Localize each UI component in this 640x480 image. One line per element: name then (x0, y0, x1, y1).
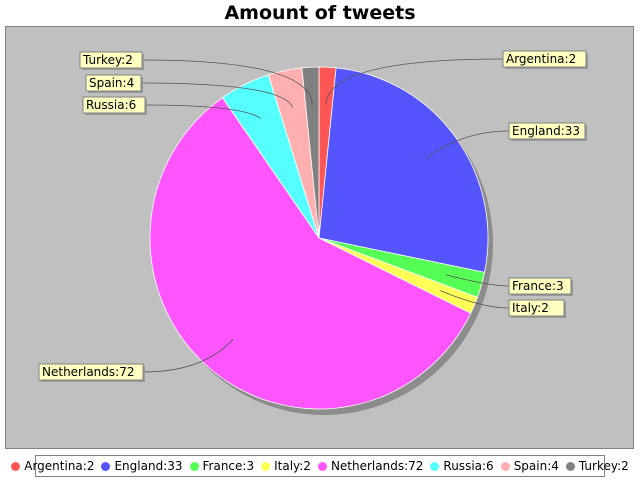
leader-line-russia (144, 104, 262, 119)
slice-label-england: England:33 (508, 122, 587, 141)
legend-marker-icon (101, 461, 111, 471)
legend-item-italy: Italy:2 (261, 459, 311, 473)
pie-slice-turkey (301, 66, 320, 239)
legend-item-russia: Russia:6 (430, 459, 494, 473)
leader-line-england (425, 130, 510, 160)
svg-text:Argentina:2: Argentina:2 (506, 52, 576, 66)
leader-line-spain (140, 82, 293, 108)
legend-item-spain: Spain:4 (500, 459, 559, 473)
legend-marker-icon (189, 461, 199, 471)
chart-title: Amount of tweets (224, 2, 416, 24)
leader-line-italy (439, 290, 510, 309)
slice-label-spain: Spain:4 (85, 74, 143, 93)
svg-text:England:33: England:33 (512, 124, 580, 138)
legend-label: England:33 (114, 459, 183, 473)
legend-label: Turkey:2 (578, 459, 629, 473)
legend-label: France:3 (202, 459, 255, 473)
slice-label-russia: Russia:6 (82, 96, 147, 115)
legend-label: Italy:2 (274, 459, 311, 473)
legend-label: Spain:4 (513, 459, 559, 473)
pie-slice-england (318, 67, 489, 273)
svg-text:Italy:2: Italy:2 (512, 301, 549, 315)
slice-label-netherlands: Netherlands:72 (38, 363, 145, 382)
svg-text:Spain:4: Spain:4 (89, 76, 134, 90)
legend-marker-icon (500, 461, 510, 471)
legend-item-argentina: Argentina:2 (11, 459, 94, 473)
leader-line-turkey (141, 59, 313, 105)
legend-item-turkey: Turkey:2 (565, 459, 629, 473)
leader-line-netherlands (142, 338, 234, 373)
leader-line-argentina (325, 58, 504, 105)
slice-label-argentina: Argentina:2 (502, 50, 588, 69)
legend-marker-icon (565, 461, 575, 471)
leader-line-france (445, 274, 510, 287)
legend-item-france: France:3 (189, 459, 255, 473)
pie-chart: Argentina:2 England:33 France:3 Italy:2 Neth… (6, 27, 633, 448)
legend-label: Russia:6 (443, 459, 494, 473)
plot-area: Argentina:2 England:33 France:3 Italy:2 Neth… (5, 26, 634, 449)
legend: Argentina:2 England:33 France:3 Italy:2 Neth… (11, 455, 629, 477)
slice-label-turkey: Turkey:2 (79, 51, 144, 70)
legend-marker-icon (11, 461, 21, 471)
svg-text:Netherlands:72: Netherlands:72 (42, 365, 134, 379)
legend-marker-icon (317, 461, 327, 471)
legend-item-england: England:33 (101, 459, 183, 473)
legend-marker-icon (261, 461, 271, 471)
svg-text:Russia:6: Russia:6 (86, 98, 136, 112)
pie-slice-netherlands (149, 97, 472, 410)
legend-marker-icon (430, 461, 440, 471)
legend-label: Argentina:2 (24, 459, 95, 473)
legend-item-netherlands: Netherlands:72 (317, 459, 424, 473)
slice-label-italy: Italy:2 (508, 299, 566, 318)
legend-label: Netherlands:72 (330, 459, 424, 473)
svg-text:Turkey:2: Turkey:2 (82, 53, 133, 67)
slice-label-france: France:3 (508, 277, 573, 296)
svg-text:France:3: France:3 (512, 279, 564, 293)
